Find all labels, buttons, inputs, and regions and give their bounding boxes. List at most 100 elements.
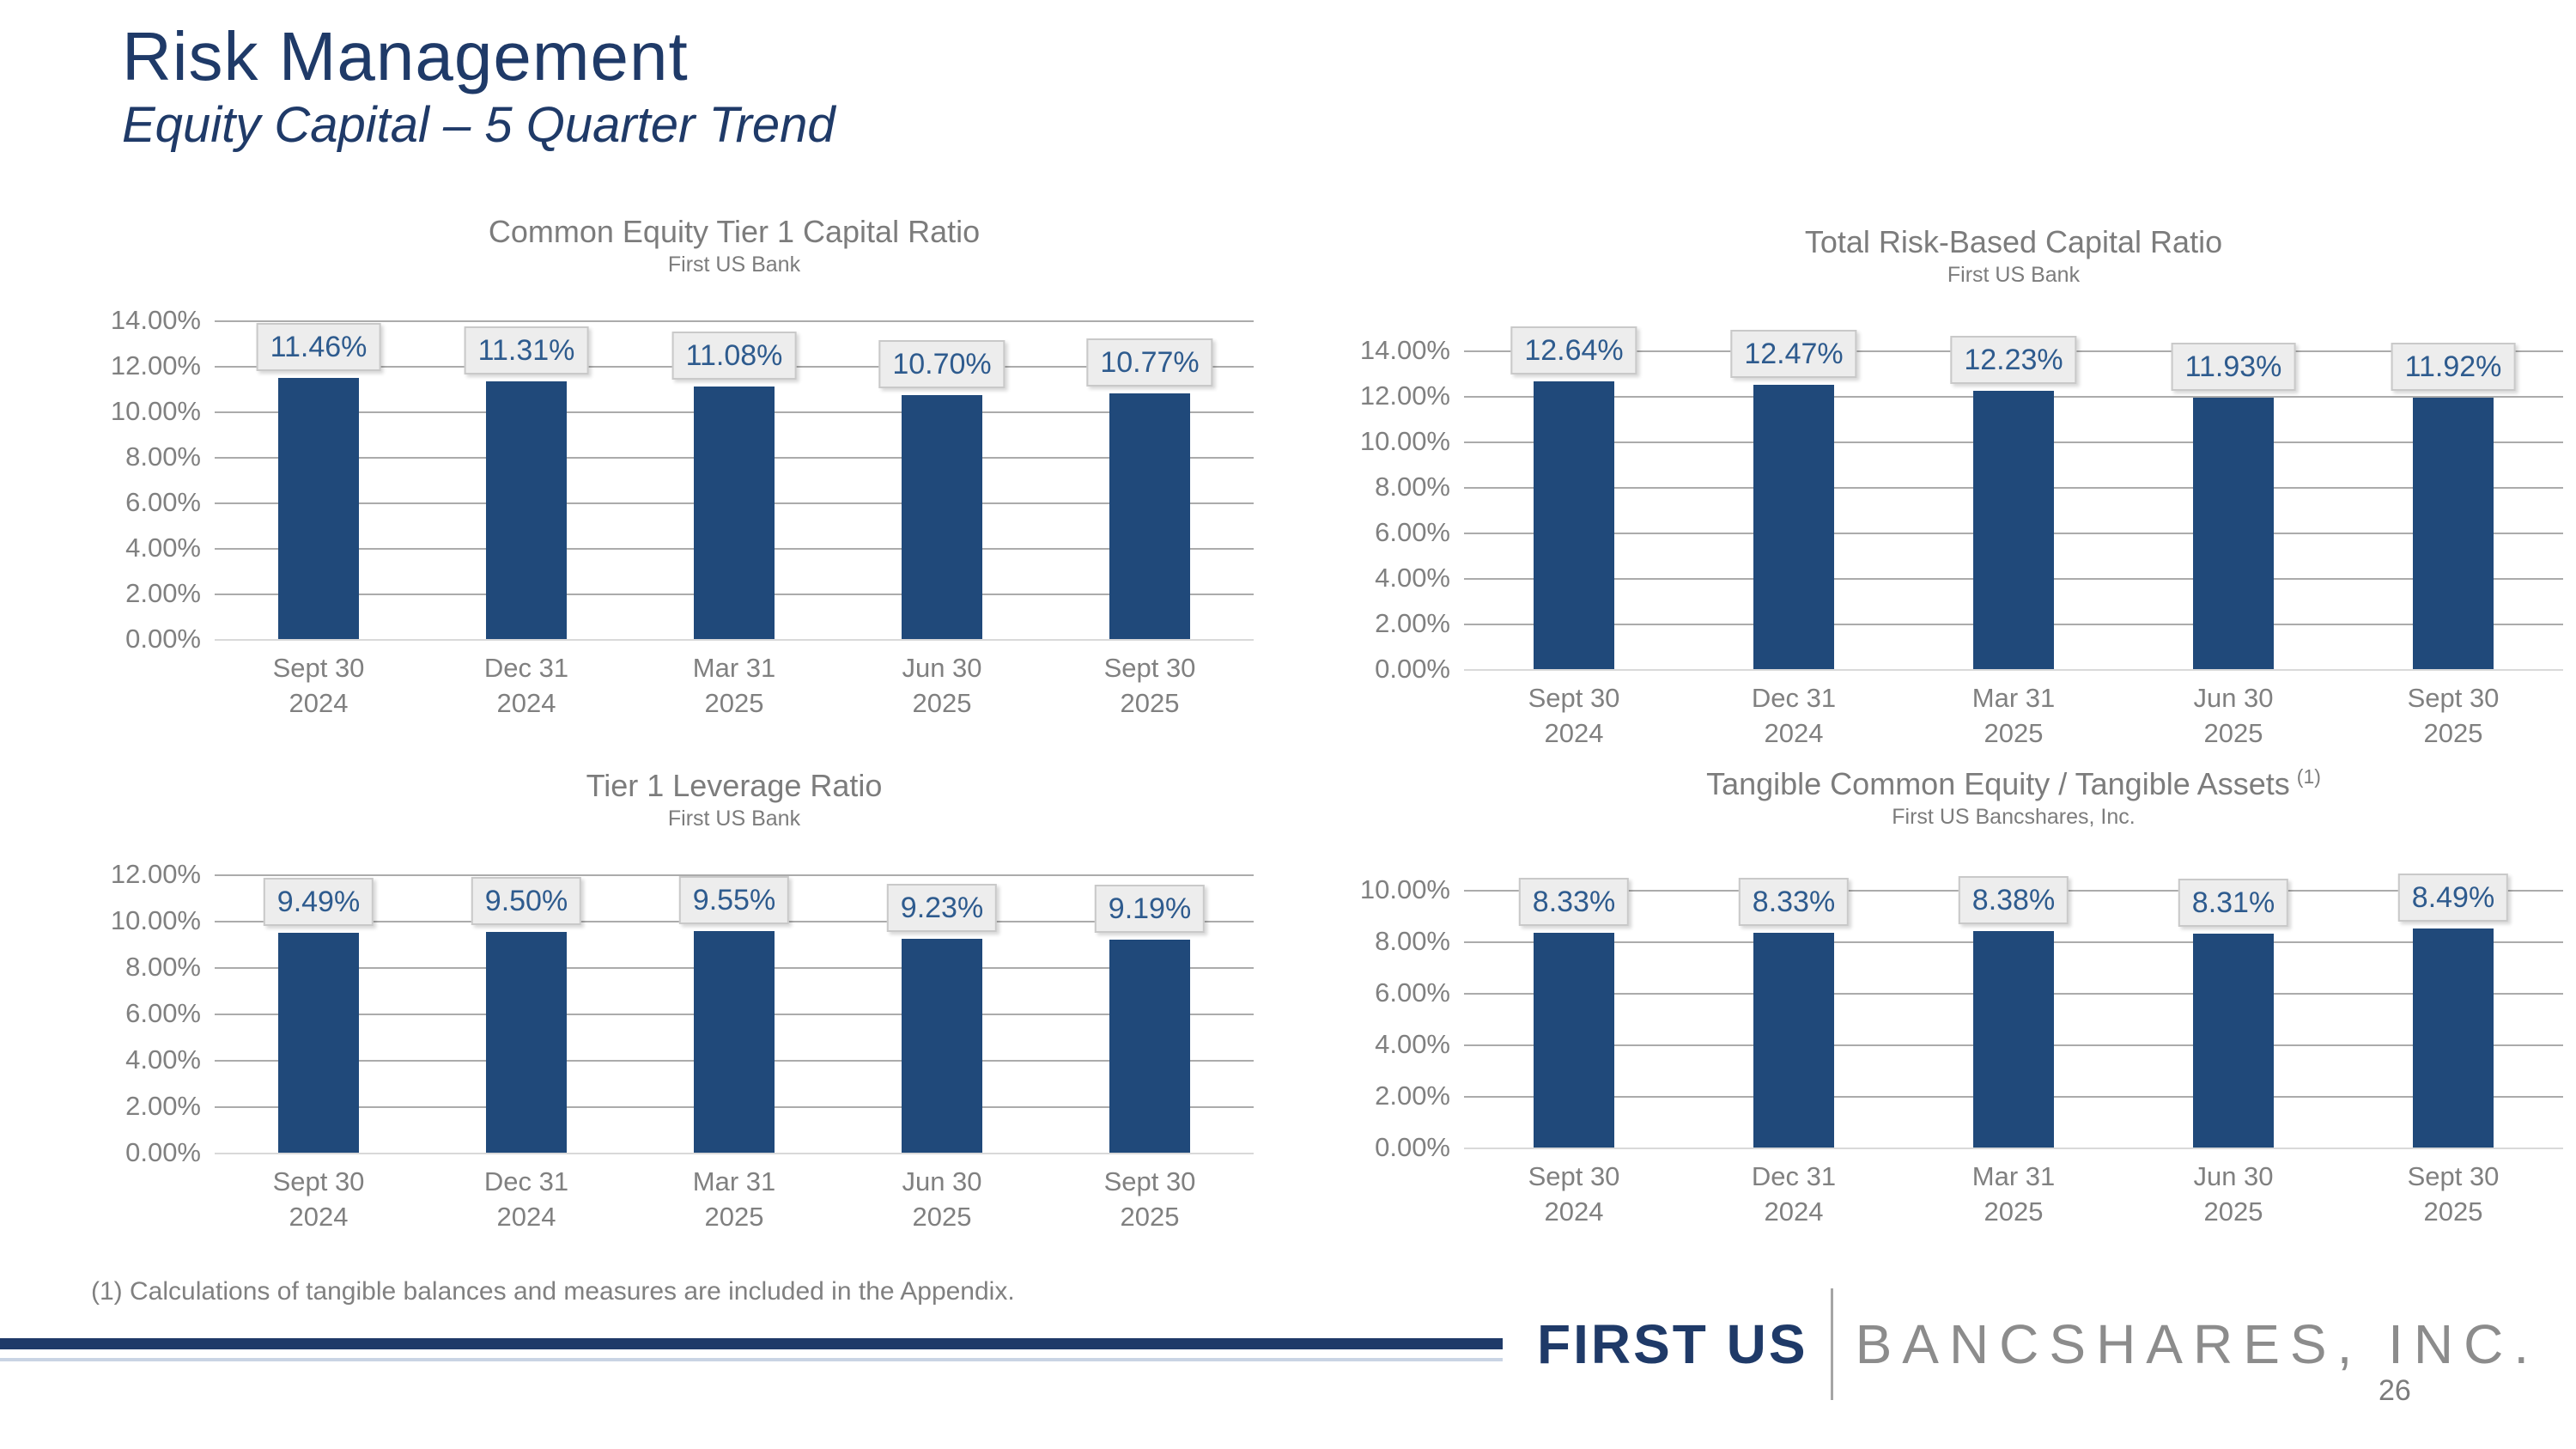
value-label: 8.33% <box>1738 877 1850 926</box>
y-axis-tick-label: 2.00% <box>1375 1080 1450 1111</box>
bar-slot: 9.50% <box>422 874 630 1153</box>
x-axis-label: Mar 31 2025 <box>692 652 776 718</box>
y-axis-tick-label: 12.00% <box>1359 380 1450 411</box>
y-axis-tick-label: 6.00% <box>1375 516 1450 547</box>
x-axis-label: Sept 30 2025 <box>2407 1160 2500 1227</box>
bar-slot: 11.31% <box>422 320 630 639</box>
chart-tangible-common-equity-tangible-assets: Tangible Common Equity / Tangible Assets… <box>1335 765 2563 1230</box>
bar-slot: 12.47% <box>1684 330 1904 669</box>
value-label: 12.47% <box>1730 330 1857 379</box>
x-axis: Sept 30 2024 Dec 31 2024 Mar 31 2025 Jun 30 202… <box>215 1165 1254 1235</box>
y-axis: 10.00% 8.00% 6.00% 4.00% 2.00% 0.00% <box>1335 876 1464 1160</box>
bar <box>278 932 359 1153</box>
plot-area: 12.64% 12.47% 12.23% 11.93% 11.92% <box>1464 326 2563 671</box>
plot-area: 9.49% 9.50% 9.55% 9.23% 9.19% <box>215 874 1254 1154</box>
chart-title: Total Risk-Based Capital Ratio <box>1804 224 2223 259</box>
y-axis-tick-label: 12.00% <box>110 350 201 381</box>
x-axis-label: Sept 30 2024 <box>1528 682 1620 748</box>
x-axis-label: Jun 30 2025 <box>2193 1160 2274 1227</box>
y-axis-tick-label: 6.00% <box>1375 977 1450 1008</box>
y-axis-tick-label: 4.00% <box>125 1044 201 1075</box>
bar-slot: 11.08% <box>630 320 838 639</box>
y-axis-tick-label: 10.00% <box>1359 874 1450 904</box>
gridline <box>1464 1147 2563 1149</box>
page-subtitle: Equity Capital – 5 Quarter Trend <box>122 97 835 153</box>
y-axis-tick-label: 8.00% <box>1375 925 1450 956</box>
bar <box>1534 932 1614 1148</box>
x-axis: Sept 30 2024 Dec 31 2024 Mar 31 2025 Jun 30 202… <box>215 651 1254 721</box>
chart-subtitle: First US Bancshares, Inc. <box>1892 805 2136 830</box>
bar <box>486 932 567 1153</box>
bar-slot: 9.19% <box>1046 874 1254 1153</box>
x-axis-label: Sept 30 2025 <box>1103 1166 1196 1232</box>
value-label: 9.55% <box>678 875 790 924</box>
bar <box>1973 931 2054 1148</box>
value-label: 11.08% <box>671 332 797 381</box>
value-label: 10.77% <box>1086 338 1213 387</box>
gridline <box>1464 668 2563 671</box>
x-axis-label: Dec 31 2024 <box>1751 1160 1837 1227</box>
x-axis-label: Dec 31 2024 <box>1751 682 1837 748</box>
x-axis-label: Jun 30 2025 <box>2193 682 2274 748</box>
y-axis-tick-label: 14.00% <box>110 304 201 335</box>
chart-subtitle: First US Bank <box>1947 263 2081 288</box>
bar-slot: 10.77% <box>1046 320 1254 639</box>
bar <box>2413 397 2494 669</box>
x-axis-label: Jun 30 2025 <box>902 652 982 718</box>
bar <box>1973 390 2054 669</box>
x-axis-label: Dec 31 2024 <box>483 652 569 718</box>
value-label: 11.46% <box>256 323 381 372</box>
bars: 11.46% 11.31% 11.08% 10.70% 10.77% <box>215 320 1254 639</box>
y-axis-tick-label: 0.00% <box>1375 1131 1450 1162</box>
y-axis-tick-label: 10.00% <box>110 395 201 426</box>
bar-slot: 8.33% <box>1464 877 1684 1148</box>
x-axis-label: Sept 30 2024 <box>272 1166 365 1232</box>
bar <box>486 381 567 639</box>
bar-slot: 9.49% <box>215 874 422 1153</box>
page-title: Risk Management <box>122 18 689 94</box>
bar-slot: 11.46% <box>215 320 422 639</box>
chart-subtitle: First US Bank <box>667 253 801 277</box>
y-axis-tick-label: 12.00% <box>110 858 201 889</box>
value-label: 9.50% <box>471 877 582 926</box>
logo-divider-line <box>1830 1288 1833 1400</box>
bar <box>1109 393 1190 639</box>
y-axis-tick-label: 10.00% <box>110 904 201 935</box>
bar <box>2413 928 2494 1148</box>
y-axis-tick-label: 6.00% <box>125 997 201 1028</box>
bar-slot: 8.38% <box>1904 876 2123 1148</box>
bar <box>2193 397 2274 669</box>
x-axis-label: Mar 31 2025 <box>1971 1160 2056 1227</box>
bar <box>694 387 775 639</box>
y-axis-tick-label: 8.00% <box>1375 471 1450 502</box>
x-axis-label: Sept 30 2025 <box>2407 682 2500 748</box>
slide-header: Risk Management Equity Capital – 5 Quart… <box>122 21 835 152</box>
bar <box>2193 933 2274 1148</box>
value-label: 8.49% <box>2397 874 2509 922</box>
y-axis-tick-label: 2.00% <box>1375 607 1450 638</box>
value-label: 12.23% <box>1950 335 2077 384</box>
bars: 9.49% 9.50% 9.55% 9.23% 9.19% <box>215 874 1254 1153</box>
x-axis: Sept 30 2024 Dec 31 2024 Mar 31 2025 Jun 30 202… <box>1464 1160 2563 1230</box>
bar-slot: 12.23% <box>1904 335 2123 669</box>
bar-slot: 11.93% <box>2123 342 2343 669</box>
page-number: 26 <box>2379 1374 2411 1407</box>
value-label: 11.31% <box>464 326 589 375</box>
logo-bancshares-inc: BANCSHARES, INC. <box>1855 1313 2540 1375</box>
bar-slot: 9.23% <box>838 874 1046 1153</box>
footnote: (1) Calculations of tangible balances an… <box>91 1277 1015 1306</box>
value-label: 9.19% <box>1094 884 1206 933</box>
value-label: 8.33% <box>1518 877 1630 926</box>
bar <box>1534 381 1614 669</box>
chart-title: Tangible Common Equity / Tangible Assets… <box>1706 765 2321 801</box>
gridline <box>215 1152 1254 1154</box>
value-label: 9.49% <box>263 877 374 926</box>
bar-slot: 12.64% <box>1464 326 1684 669</box>
gridline <box>215 874 1254 876</box>
gridline <box>215 320 1254 322</box>
bars: 12.64% 12.47% 12.23% 11.93% 11.92% <box>1464 326 2563 669</box>
chart-tier1-leverage-ratio: Tier 1 Leverage Ratio First US Bank 12.00%… <box>86 768 1254 1235</box>
bar <box>1753 932 1834 1148</box>
value-label: 11.93% <box>2171 342 2296 391</box>
gridline <box>215 638 1254 641</box>
